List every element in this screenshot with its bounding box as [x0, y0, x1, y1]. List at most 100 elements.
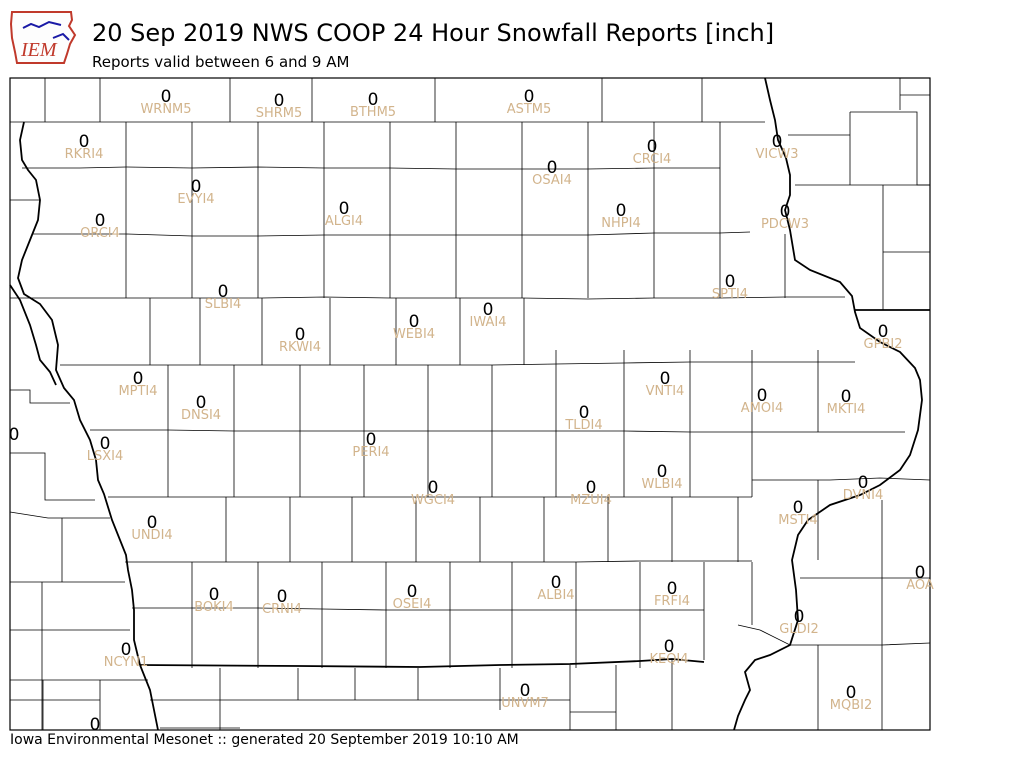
station-id-label: CRNI4	[262, 602, 302, 617]
map-frame	[9, 77, 931, 731]
snowfall-value: 0	[428, 478, 439, 498]
snowfall-value: 0	[121, 640, 132, 660]
station-id-label: DNSI4	[181, 408, 221, 423]
station-id-label: DVNI4	[843, 488, 884, 503]
station-id-label: VICW3	[756, 147, 799, 162]
station-id-label: WEBI4	[393, 327, 435, 342]
station-id-label: WGCI4	[411, 493, 455, 508]
snowfall-value: 0	[616, 201, 627, 221]
station-id-label: UNDI4	[131, 528, 172, 543]
iowa-state-outline-icon: IEM	[9, 11, 77, 64]
station-id-label: WLBI4	[641, 477, 682, 492]
snowfall-value: 0	[858, 473, 869, 493]
page-title: 20 Sep 2019 NWS COOP 24 Hour Snowfall Re…	[92, 19, 775, 47]
snowfall-value: 0	[846, 683, 857, 703]
station-id-label: ASTM5	[507, 102, 552, 117]
page-subtitle: Reports valid between 6 and 9 AM	[92, 53, 350, 71]
station-id-label: KEQI4	[649, 652, 688, 667]
snowfall-value: 0	[725, 272, 736, 292]
station-id-label: UNVM7	[501, 696, 549, 711]
snowfall-value: 0	[551, 573, 562, 593]
snowfall-value: 0	[915, 563, 926, 583]
iem-logo: IEM	[9, 8, 77, 66]
snowfall-value: 0	[757, 386, 768, 406]
snowfall-value: 0	[366, 430, 377, 450]
station-id-label: RKRI4	[65, 147, 104, 162]
footer-credit: Iowa Environmental Mesonet :: generated …	[10, 732, 519, 748]
station-id-label: ALGI4	[325, 214, 363, 229]
station-id-label: TLDI4	[564, 418, 602, 433]
snowfall-value: 0	[95, 211, 106, 231]
snowfall-value-partial: 0	[9, 425, 20, 445]
snowfall-value: 0	[218, 282, 229, 302]
station-id-label: RKWI4	[279, 340, 321, 355]
snowfall-value: 0	[191, 177, 202, 197]
snowfall-value: 0	[664, 637, 675, 657]
station-id-label: PDCW3	[761, 217, 809, 232]
county-grid	[9, 78, 931, 730]
logo-text: IEM	[20, 39, 58, 61]
snowfall-value: 0	[793, 498, 804, 518]
snowfall-value: 0	[667, 579, 678, 599]
station-id-label: NHPI4	[601, 216, 640, 231]
station-id-label: VNTI4	[646, 384, 685, 399]
station-id-label: MKTI4	[827, 402, 866, 417]
snowfall-value: 0	[277, 587, 288, 607]
station-id-label: GLDI2	[779, 622, 818, 637]
station-id-label: MPTI4	[118, 384, 157, 399]
state-borders	[9, 77, 930, 731]
station-id-label: CRCI4	[633, 152, 672, 167]
station-id-label: NCYN1	[104, 655, 149, 670]
station-id-label: WRNM5	[140, 102, 191, 117]
snowfall-value: 0	[547, 158, 558, 178]
snowfall-value: 0	[520, 681, 531, 701]
snowfall-value-partial: 0	[90, 715, 101, 735]
station-id-label: SLBI4	[205, 297, 242, 312]
station-id-label: ORCI4	[80, 226, 120, 241]
station-id-label: FRFI4	[654, 594, 690, 609]
snowfall-value: 0	[147, 513, 158, 533]
station-id-label: OSEI4	[393, 597, 432, 612]
station-id-label: ALBI4	[537, 588, 574, 603]
snowfall-value: 0	[407, 582, 418, 602]
snowfall-value: 0	[161, 87, 172, 107]
snowfall-value: 0	[196, 393, 207, 413]
station-id-label: AMOI4	[741, 401, 783, 416]
snowfall-value: 0	[586, 478, 597, 498]
station-id-label: LSXI4	[87, 449, 124, 464]
snowfall-value: 0	[794, 607, 805, 627]
station-id-label: MQBI2	[830, 698, 872, 713]
snowfall-value: 0	[274, 91, 285, 111]
station-id-label: OSAI4	[532, 173, 572, 188]
snowfall-value: 0	[772, 132, 783, 152]
